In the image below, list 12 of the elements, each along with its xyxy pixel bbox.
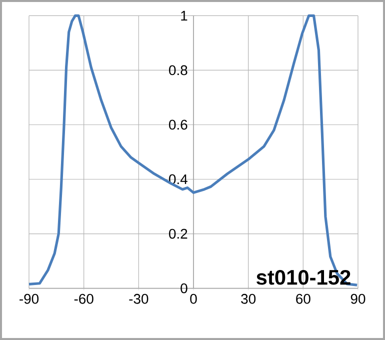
y-tick-label: 1 <box>181 10 188 20</box>
x-tick-label: 60 <box>296 294 310 304</box>
y-tick-label: 0 <box>180 283 188 294</box>
x-tick-label: 30 <box>241 294 256 304</box>
y-tick-label: 0.6 <box>169 120 188 130</box>
x-tick-label: 90 <box>350 294 366 304</box>
y-tick-label: 0.2 <box>169 228 188 239</box>
x-tick-label: -60 <box>74 294 94 304</box>
x-tick-label: 0 <box>190 294 197 304</box>
y-tick-label: 0.8 <box>169 65 188 76</box>
x-tick-label: -90 <box>20 294 39 304</box>
x-tick-label: -30 <box>129 294 148 304</box>
